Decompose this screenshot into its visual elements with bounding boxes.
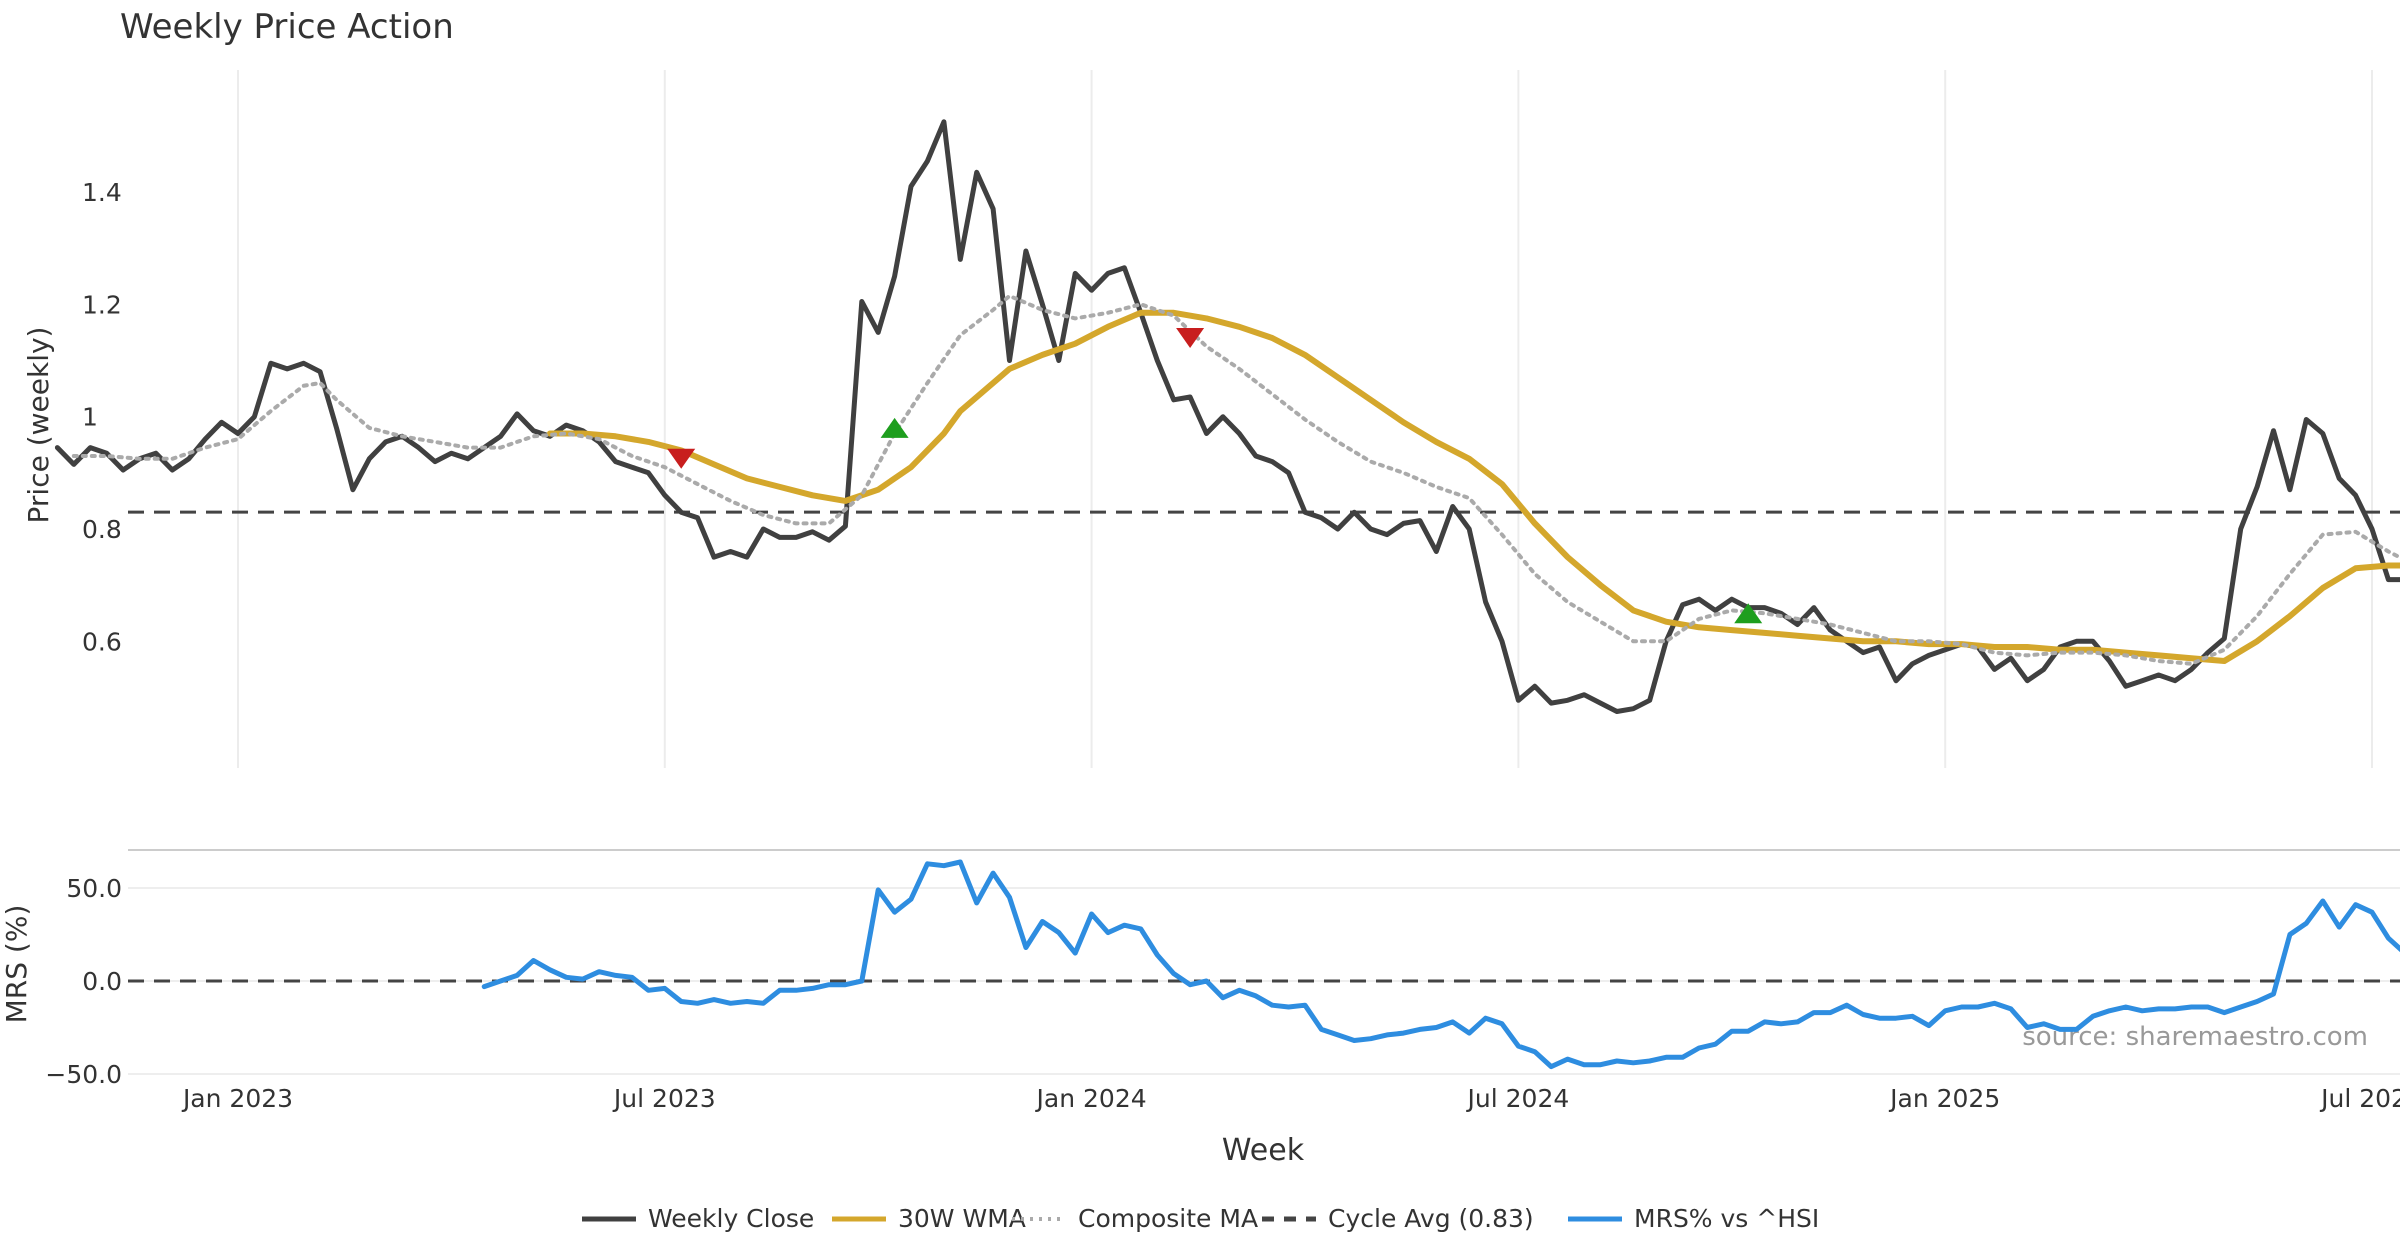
composite-ma-series bbox=[71, 293, 2400, 666]
mrs-vs-hsi-series bbox=[481, 859, 2400, 1070]
legend-label: 30W WMA bbox=[898, 1204, 1026, 1233]
legend-label: Weekly Close bbox=[648, 1204, 814, 1233]
x-tick-label: Jan 2023 bbox=[181, 1084, 293, 1113]
weekly-close-series bbox=[54, 119, 2400, 714]
price-y-tick-label: 0.8 bbox=[82, 515, 122, 544]
price-y-tick-label: 1 bbox=[82, 403, 98, 432]
x-tick-label: Jul 2023 bbox=[612, 1084, 716, 1113]
chart-title: Weekly Price Action bbox=[120, 7, 454, 47]
x-tick-label: Jan 2025 bbox=[1888, 1084, 2000, 1113]
30w-wma-series bbox=[546, 309, 2400, 664]
source-note: source: sharemaestro.com bbox=[2022, 1022, 2368, 1052]
grid-layer bbox=[128, 70, 2400, 1075]
sell-signal-marker bbox=[1176, 328, 1205, 349]
legend: Weekly Close 30W WMA Composite MA Cycle Avg… bbox=[582, 1204, 1819, 1233]
x-tick-label: Jan 2024 bbox=[1035, 1084, 1147, 1113]
legend-label: Cycle Avg (0.83) bbox=[1328, 1204, 1534, 1233]
series-layer bbox=[54, 119, 2400, 1070]
x-tick-label: Jul 2025 bbox=[2319, 1084, 2400, 1113]
x-axis-label: Week bbox=[1222, 1133, 1305, 1168]
price-y-axis-label: Price (weekly) bbox=[22, 327, 55, 524]
mrs-y-tick-label: 0.0 bbox=[82, 967, 122, 996]
mrs-y-axis-label: MRS (%) bbox=[0, 905, 33, 1024]
mrs-y-tick-label: −50.0 bbox=[45, 1060, 122, 1089]
x-tick-label: Jul 2024 bbox=[1466, 1084, 1570, 1113]
buy-signal-marker bbox=[880, 417, 909, 438]
legend-label: Composite MA bbox=[1078, 1204, 1258, 1233]
price-y-tick-label: 1.4 bbox=[82, 178, 122, 207]
price-y-tick-label: 1.2 bbox=[82, 290, 122, 319]
legend-label: MRS% vs ^HSI bbox=[1634, 1204, 1819, 1233]
price-y-tick-label: 0.6 bbox=[82, 627, 122, 656]
signal-markers bbox=[667, 328, 1763, 624]
sell-signal-marker bbox=[667, 448, 696, 469]
axis-ticks: 0.6 0.8 1 1.2 1.4 −50.0 0.0 50.0 Jan 2023 Jul 202… bbox=[45, 178, 2400, 1113]
mrs-y-tick-label: 50.0 bbox=[66, 874, 122, 903]
buy-signal-marker bbox=[1734, 603, 1763, 624]
